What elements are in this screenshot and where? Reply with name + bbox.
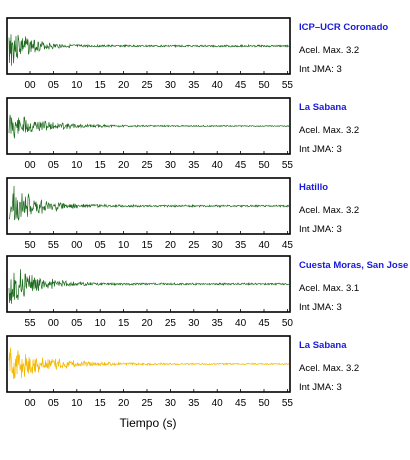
- panel-4: 55 00 05 10 15 20 25 30 35 40 45 50 Cuesta Moras, Sa…: [6, 255, 408, 329]
- station-name[interactable]: Cuesta Moras, San Jose: [299, 260, 408, 271]
- x-tick-label: 20: [118, 80, 130, 91]
- x-tick-label: 55: [282, 398, 294, 409]
- x-tick-label: 40: [235, 318, 247, 329]
- waveform-line: [8, 269, 290, 304]
- x-tick-label: 35: [188, 80, 200, 91]
- x-tick-label: 40: [212, 398, 224, 409]
- panel-5: 00 05 10 15 20 25 30 35 40 45 50 55 La Sabana Acel. M…: [6, 335, 359, 409]
- panel-1: 00 05 10 15 20 25 30 35 40 45 50 55 ICP–UCR Coronado…: [6, 17, 388, 91]
- x-tick-label: 45: [235, 398, 247, 409]
- x-tick-label: 05: [48, 398, 60, 409]
- x-tick-label: 15: [95, 160, 107, 171]
- x-tick-label: 25: [165, 318, 177, 329]
- x-tick-label: 25: [141, 160, 153, 171]
- x-tick-label: 10: [95, 318, 107, 329]
- x-tick-label: 45: [235, 160, 247, 171]
- waveform-line: [8, 114, 290, 139]
- x-tick-label: 40: [258, 240, 270, 251]
- peak-acceleration: Acel. Max. 3.2: [299, 125, 359, 136]
- x-tick-label: 20: [118, 160, 130, 171]
- x-tick-label: 00: [24, 80, 36, 91]
- panel-frame: [6, 17, 291, 75]
- panel-2: 00 05 10 15 20 25 30 35 40 45 50 55 La Sabana Acel. M…: [6, 97, 359, 171]
- x-tick-label: 00: [24, 398, 36, 409]
- x-tick-label: 20: [141, 318, 153, 329]
- panel-frame: [6, 335, 291, 393]
- waveform-line: [8, 185, 290, 221]
- x-tick-label: 25: [141, 398, 153, 409]
- x-tick-label: 25: [188, 240, 200, 251]
- x-tick-label: 40: [212, 160, 224, 171]
- panel-3: 50 55 00 05 10 15 20 25 30 35 40 45 Hatillo Acel. Max…: [6, 177, 359, 251]
- x-tick-label: 05: [48, 160, 60, 171]
- peak-acceleration: Acel. Max. 3.2: [299, 363, 359, 374]
- panels: 00 05 10 15 20 25 30 35 40 45 50 55 ICP–UCR Coronado…: [6, 17, 408, 409]
- x-tick-label: 00: [24, 160, 36, 171]
- x-tick-label: 45: [258, 318, 270, 329]
- x-tick-label: 10: [71, 398, 83, 409]
- x-tick-label: 05: [95, 240, 107, 251]
- x-tick-label: 55: [48, 240, 60, 251]
- x-tick-label: 00: [48, 318, 60, 329]
- x-tick-label: 35: [212, 318, 224, 329]
- x-tick-label: 55: [282, 80, 294, 91]
- station-name[interactable]: Hatillo: [299, 182, 328, 193]
- x-tick-label: 30: [212, 240, 224, 251]
- waveform-line: [8, 347, 290, 380]
- x-tick-label: 50: [258, 160, 270, 171]
- panel-frame: [6, 177, 291, 235]
- x-tick-label: 25: [141, 80, 153, 91]
- x-tick-label: 30: [165, 160, 177, 171]
- jma-intensity: Int JMA: 3: [299, 302, 342, 313]
- x-tick-label: 50: [24, 240, 36, 251]
- x-tick-label: 20: [118, 398, 130, 409]
- x-tick-label: 10: [71, 80, 83, 91]
- station-name[interactable]: La Sabana: [299, 340, 347, 351]
- peak-acceleration: Acel. Max. 3.2: [299, 45, 359, 56]
- x-tick-label: 00: [71, 240, 83, 251]
- x-tick-label: 40: [212, 80, 224, 91]
- jma-intensity: Int JMA: 3: [299, 144, 342, 155]
- x-tick-label: 10: [118, 240, 130, 251]
- x-axis-title: Tiempo (s): [120, 416, 177, 430]
- peak-acceleration: Acel. Max. 3.2: [299, 205, 359, 216]
- x-tick-label: 15: [118, 318, 130, 329]
- x-tick-label: 15: [95, 398, 107, 409]
- x-tick-label: 55: [282, 160, 294, 171]
- x-tick-label: 30: [165, 398, 177, 409]
- x-tick-label: 15: [141, 240, 153, 251]
- waveform-line: [8, 34, 290, 66]
- x-tick-label: 50: [282, 318, 294, 329]
- x-tick-label: 50: [258, 398, 270, 409]
- x-tick-label: 10: [71, 160, 83, 171]
- x-tick-label: 35: [235, 240, 247, 251]
- x-tick-label: 30: [165, 80, 177, 91]
- x-tick-label: 45: [235, 80, 247, 91]
- x-tick-label: 45: [282, 240, 294, 251]
- x-tick-label: 35: [188, 160, 200, 171]
- x-tick-label: 55: [24, 318, 36, 329]
- jma-intensity: Int JMA: 3: [299, 224, 342, 235]
- panel-frame: [6, 97, 291, 155]
- jma-intensity: Int JMA: 3: [299, 64, 342, 75]
- panel-frame: [6, 255, 291, 313]
- station-name[interactable]: ICP–UCR Coronado: [299, 22, 388, 33]
- x-tick-label: 50: [258, 80, 270, 91]
- x-tick-label: 30: [188, 318, 200, 329]
- peak-acceleration: Acel. Max. 3.1: [299, 283, 359, 294]
- x-tick-label: 15: [95, 80, 107, 91]
- x-tick-label: 05: [71, 318, 83, 329]
- x-tick-label: 35: [188, 398, 200, 409]
- station-name[interactable]: La Sabana: [299, 102, 347, 113]
- x-tick-label: 20: [165, 240, 177, 251]
- jma-intensity: Int JMA: 3: [299, 382, 342, 393]
- x-tick-label: 05: [48, 80, 60, 91]
